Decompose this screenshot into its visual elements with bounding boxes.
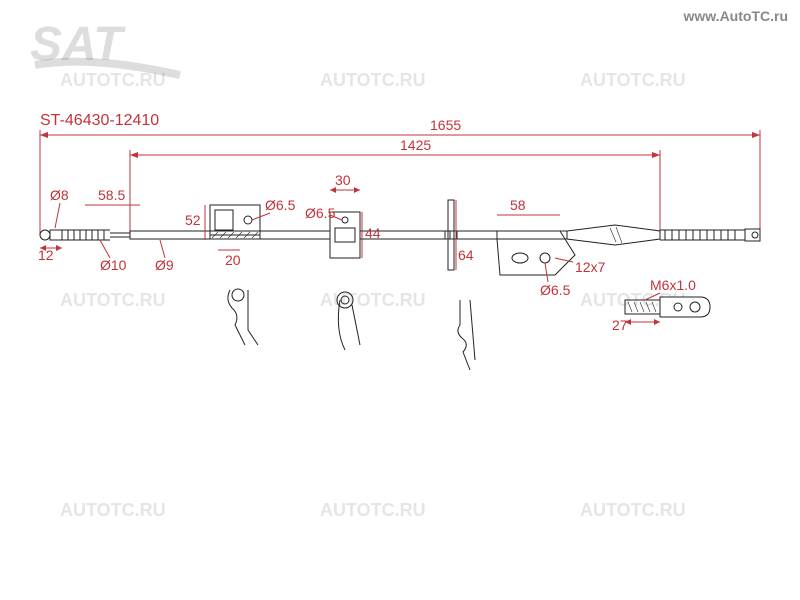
dim-30: 30: [335, 172, 351, 188]
clip-1: [228, 289, 258, 345]
dim-20: 20: [225, 252, 241, 268]
bracket-3: [497, 231, 575, 275]
bracket-1: [210, 205, 260, 239]
dim-58-5: 58.5: [98, 187, 125, 203]
dim-44: 44: [365, 225, 381, 241]
dim-58: 58: [510, 197, 526, 213]
dim-52: 52: [185, 212, 201, 228]
guide-bracket: [445, 200, 457, 270]
dim-inner-length: 1425: [400, 137, 431, 153]
dim-d65-a: Ø6.5: [265, 197, 296, 213]
technical-drawing: SAT ST-46430-12410 1655 1425: [0, 0, 800, 600]
part-number-label: ST-46430-12410: [40, 112, 159, 129]
dim-27: 27: [612, 317, 628, 333]
dim-overall-length: 1655: [430, 117, 461, 133]
clip-3: [458, 300, 475, 370]
dim-12x7: 12x7: [575, 259, 606, 275]
dim-d9: Ø9: [155, 257, 174, 273]
end-fitting-detail: [625, 297, 710, 317]
dim-d65-c: Ø6.5: [540, 282, 571, 298]
dim-64: 64: [458, 247, 474, 263]
dim-d10: Ø10: [100, 257, 127, 273]
clip-2: [337, 292, 360, 350]
dim-d8: Ø8: [50, 187, 69, 203]
dim-thread: M6x1.0: [650, 277, 696, 293]
dim-d65-b: Ø6.5: [305, 205, 336, 221]
